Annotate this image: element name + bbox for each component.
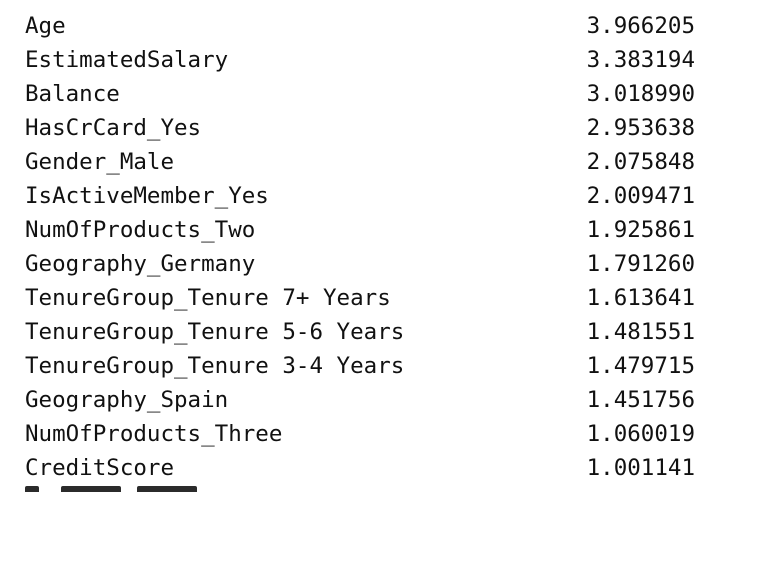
- feature-value: 2.075848: [586, 149, 695, 175]
- feature-name: NumOfProducts_Three: [25, 421, 283, 447]
- feature-value: 1.060019: [586, 421, 695, 447]
- feature-value: 3.018990: [586, 81, 695, 107]
- output-row: Balance 3.018990: [25, 77, 725, 111]
- feature-value: 3.966205: [586, 13, 695, 39]
- feature-name: Gender_Male: [25, 149, 175, 175]
- feature-value: 1.479715: [586, 353, 695, 379]
- feature-name: Geography_Germany: [25, 251, 256, 277]
- output-row: CreditScore 1.001141: [25, 451, 725, 485]
- feature-value: 1.791260: [586, 251, 695, 277]
- clipped-glyph: [137, 486, 197, 492]
- output-text: Age 3.966205 EstimatedSalary 3.383194 Ba…: [25, 9, 725, 485]
- feature-value: 1.451756: [586, 387, 695, 413]
- feature-name: TenureGroup_Tenure 3-4 Years: [25, 353, 405, 379]
- output-row: HasCrCard_Yes 2.953638: [25, 111, 725, 145]
- output-row: NumOfProducts_Three 1.060019: [25, 417, 725, 451]
- output-row: TenureGroup_Tenure 5-6 Years 1.481551: [25, 315, 725, 349]
- feature-value: 2.009471: [586, 183, 695, 209]
- output-row: EstimatedSalary 3.383194: [25, 43, 725, 77]
- feature-name: CreditScore: [25, 455, 175, 481]
- output-row: IsActiveMember_Yes 2.009471: [25, 179, 725, 213]
- feature-name: IsActiveMember_Yes: [25, 183, 269, 209]
- feature-name: Geography_Spain: [25, 387, 229, 413]
- feature-value: 1.613641: [586, 285, 695, 311]
- clipped-glyph: [25, 486, 39, 492]
- output-row: Gender_Male 2.075848: [25, 145, 725, 179]
- feature-value: 3.383194: [586, 47, 695, 73]
- output-row: TenureGroup_Tenure 3-4 Years 1.479715: [25, 349, 725, 383]
- clipped-next-row: [25, 484, 265, 492]
- feature-name: NumOfProducts_Two: [25, 217, 256, 243]
- feature-value: 2.953638: [586, 115, 695, 141]
- clipped-glyph: [61, 486, 121, 492]
- output-row: TenureGroup_Tenure 7+ Years 1.613641: [25, 281, 725, 315]
- feature-name: TenureGroup_Tenure 7+ Years: [25, 285, 391, 311]
- feature-value: 1.925861: [586, 217, 695, 243]
- output-row: Age 3.966205: [25, 9, 725, 43]
- feature-name: Balance: [25, 81, 120, 107]
- feature-value: 1.001141: [586, 455, 695, 481]
- feature-name: HasCrCard_Yes: [25, 115, 202, 141]
- feature-name: EstimatedSalary: [25, 47, 229, 73]
- feature-name: Age: [25, 13, 66, 39]
- feature-name: TenureGroup_Tenure 5-6 Years: [25, 319, 405, 345]
- feature-value: 1.481551: [586, 319, 695, 345]
- output-row: Geography_Germany 1.791260: [25, 247, 725, 281]
- output-row: NumOfProducts_Two 1.925861: [25, 213, 725, 247]
- output-row: Geography_Spain 1.451756: [25, 383, 725, 417]
